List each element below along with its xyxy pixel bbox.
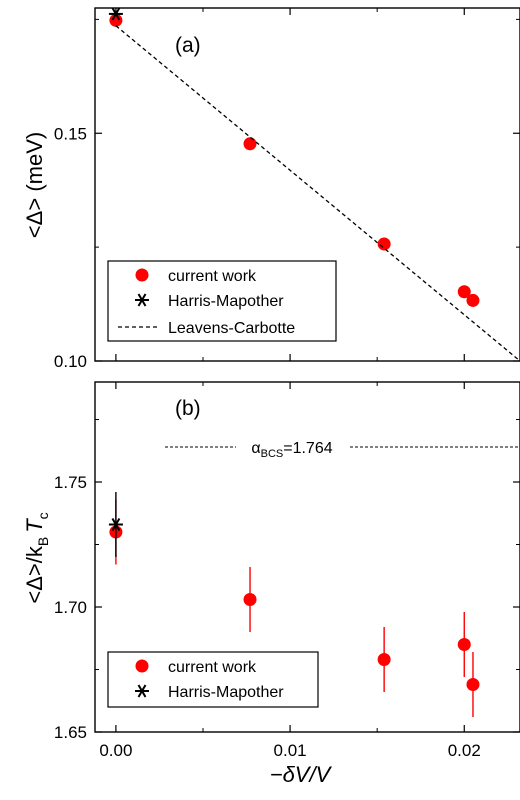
panel-b-current-work-point [457, 638, 471, 651]
panel-a-frame [94, 7, 520, 362]
legend-b-current-label: current work [168, 659, 257, 676]
panel-b-current-work-point [466, 678, 480, 691]
panel-a-y-tick-label: 0.15 [54, 124, 87, 143]
panel-b-current-work-point [377, 653, 391, 666]
legend-a-leavens-label: Leavens-Carbotte [168, 320, 295, 337]
panel-b-y-axis-title: <Δ>/kBTc [22, 512, 51, 603]
y-title-b-T: T [22, 518, 47, 533]
legend-a-harris-label: Harris-Mapother [168, 293, 284, 310]
y-title-b-main: <Δ>/k [22, 545, 47, 604]
panel-a-label: (a) [175, 34, 201, 57]
bcs-reference-label: αBCS=1.764 [251, 440, 332, 460]
panel-a-leavens-carbotte-line [115, 25, 520, 362]
panel-b-harris-mapother-point-stroke-2 [111, 517, 121, 532]
legend-a-current-label: current work [168, 268, 257, 285]
panel-a-harris-mapother-point-stroke-2 [111, 7, 121, 21]
x-axis-title: −δV/V [270, 762, 333, 787]
panel-a-current-work-point [109, 13, 123, 27]
panel-a-harris-mapother-point [108, 7, 123, 21]
legend-b-harris-marker [135, 684, 149, 698]
legend-b-harris-label: Harris-Mapother [168, 684, 284, 701]
chart-marks: 0.10 0.15 1.65 1.70 1.75 0.00 0.01 0.02 [54, 7, 520, 760]
panel-a-current-work-point [243, 137, 257, 151]
panel-b-y-tick-label: 1.75 [54, 473, 87, 492]
panel-a-current-work-point [457, 285, 471, 299]
legend-a-harris-marker [135, 293, 149, 307]
bcs-label-background [236, 438, 348, 458]
panel-a-current-work-point [466, 293, 480, 307]
panel-b-harris-mapother-point [108, 517, 123, 532]
panel-b-x-tick-label: 0.01 [274, 741, 307, 760]
y-title-b-sub1: B [35, 537, 51, 546]
panel-b-label: (b) [175, 397, 201, 420]
panel-b-x-tick-label: 0.00 [99, 741, 132, 760]
bcs-label-sub: BCS [261, 448, 284, 460]
legend-b-asterisk [135, 684, 149, 698]
panel-b-y-tick-label: 1.65 [54, 723, 87, 742]
panel-b-frame [94, 381, 520, 733]
legend-a-asterisk [135, 293, 149, 307]
legend-a-current-marker [135, 268, 149, 282]
panel-b-y-tick-label: 1.70 [54, 598, 87, 617]
panel-a-y-axis-title: <Δ> (meV) [22, 132, 47, 238]
legend-a-asterisk-stroke-2 [137, 293, 147, 307]
panel-a-current-work-point [377, 237, 391, 251]
legend-b-current-marker [135, 659, 149, 673]
panel-a-y-tick-label: 0.10 [54, 352, 87, 371]
bcs-label-main: α [251, 440, 260, 457]
panel-b-x-tick-label: 0.02 [448, 741, 481, 760]
y-title-b-sub2: c [35, 512, 51, 519]
legend-b-asterisk-stroke-2 [137, 684, 147, 698]
panel-a-legend: current work Harris-Mapother Leavens-Car… [107, 260, 337, 342]
panel-b-current-work-point [243, 593, 257, 606]
bcs-label-value: =1.764 [283, 440, 332, 457]
panel-b-legend: current work Harris-Mapother [107, 651, 319, 708]
